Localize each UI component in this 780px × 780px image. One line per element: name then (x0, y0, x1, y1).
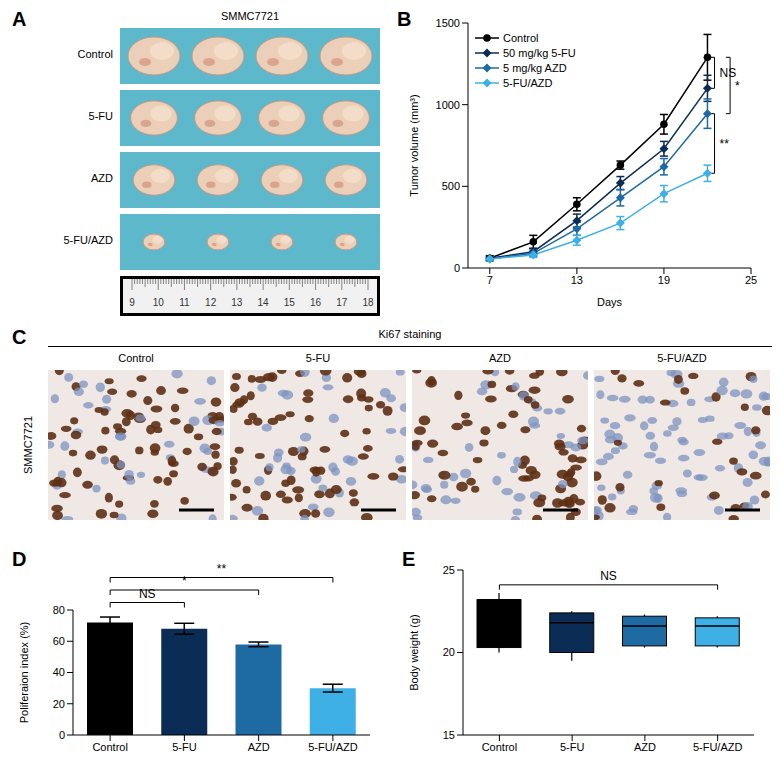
html-text:SMMC7721: SMMC7721 (221, 10, 279, 22)
svg-text:Body weight (g): Body weight (g) (408, 614, 420, 690)
svg-text:15: 15 (443, 729, 455, 741)
svg-text:Control: Control (92, 741, 127, 753)
html-text:A: A (12, 8, 27, 30)
svg-text:5-FU/AZD: 5-FU/AZD (693, 741, 743, 753)
svg-text:Control: Control (482, 741, 517, 753)
svg-text:12: 12 (205, 297, 217, 308)
svg-text:5-FU: 5-FU (172, 741, 197, 753)
html-text:Control: Control (77, 48, 113, 60)
html-text:Control: Control (118, 352, 154, 364)
html-text:5 mg/kg AZD: 5 mg/kg AZD (503, 61, 567, 74)
svg-text:SMMC7721: SMMC7721 (22, 416, 34, 474)
svg-text:80: 80 (53, 604, 65, 616)
html-text:5-FU/AZD: 5-FU/AZD (657, 352, 707, 364)
svg-text:**: ** (217, 562, 227, 576)
svg-text:NS: NS (600, 569, 617, 583)
svg-text:18: 18 (362, 297, 374, 308)
html-text:5-FU: 5-FU (305, 352, 331, 364)
svg-text:9: 9 (129, 297, 135, 308)
html-text:50 mg/kg 5-FU: 50 mg/kg 5-FU (503, 46, 576, 59)
svg-text:25: 25 (443, 564, 455, 576)
svg-text:Days: Days (597, 296, 623, 308)
svg-text:1000: 1000 (436, 99, 460, 111)
svg-text:16: 16 (310, 297, 322, 308)
html-text:5-FU: 5-FU (88, 110, 113, 122)
html-text:5-FU/AZD: 5-FU/AZD (63, 234, 113, 246)
svg-text:19: 19 (658, 274, 670, 286)
svg-text:1500: 1500 (436, 17, 460, 29)
svg-text:10: 10 (153, 297, 165, 308)
svg-text:*: * (735, 79, 740, 93)
svg-text:5-FU/AZD: 5-FU/AZD (308, 741, 358, 753)
svg-text:*: * (182, 574, 187, 588)
svg-text:0: 0 (59, 729, 65, 741)
html-text:B: B (397, 8, 412, 30)
html-text:D: D (12, 548, 27, 570)
svg-text:NS: NS (139, 587, 156, 601)
html-text:AZD: AZD (489, 352, 511, 364)
svg-text:AZD: AZD (634, 741, 656, 753)
svg-text:17: 17 (336, 297, 348, 308)
svg-text:40: 40 (53, 666, 65, 678)
svg-text:Poliferaion index (%): Poliferaion index (%) (18, 622, 30, 724)
svg-text:Tumor volume (mm³): Tumor volume (mm³) (408, 94, 420, 196)
html-text:Ki67 staining: Ki67 staining (378, 328, 442, 340)
svg-text:0: 0 (454, 262, 460, 274)
html-text:5-FU/AZD: 5-FU/AZD (503, 76, 553, 89)
svg-text:500: 500 (442, 180, 460, 192)
svg-text:60: 60 (53, 635, 65, 647)
svg-text:**: ** (720, 137, 730, 151)
svg-text:13: 13 (571, 274, 583, 286)
svg-text:7: 7 (487, 274, 493, 286)
svg-text:5-FU: 5-FU (560, 741, 585, 753)
svg-text:13: 13 (231, 297, 243, 308)
svg-text:20: 20 (443, 646, 455, 658)
svg-text:25: 25 (745, 274, 757, 286)
svg-text:NS: NS (720, 66, 737, 80)
html-text:E: E (402, 548, 416, 570)
svg-text:AZD: AZD (248, 741, 270, 753)
html-text:C: C (12, 326, 27, 348)
svg-text:11: 11 (179, 297, 190, 308)
html-text:AZD: AZD (91, 172, 113, 184)
svg-text:20: 20 (53, 698, 65, 710)
svg-text:15: 15 (284, 297, 296, 308)
html-text:Control: Control (503, 31, 539, 44)
svg-text:14: 14 (258, 297, 270, 308)
